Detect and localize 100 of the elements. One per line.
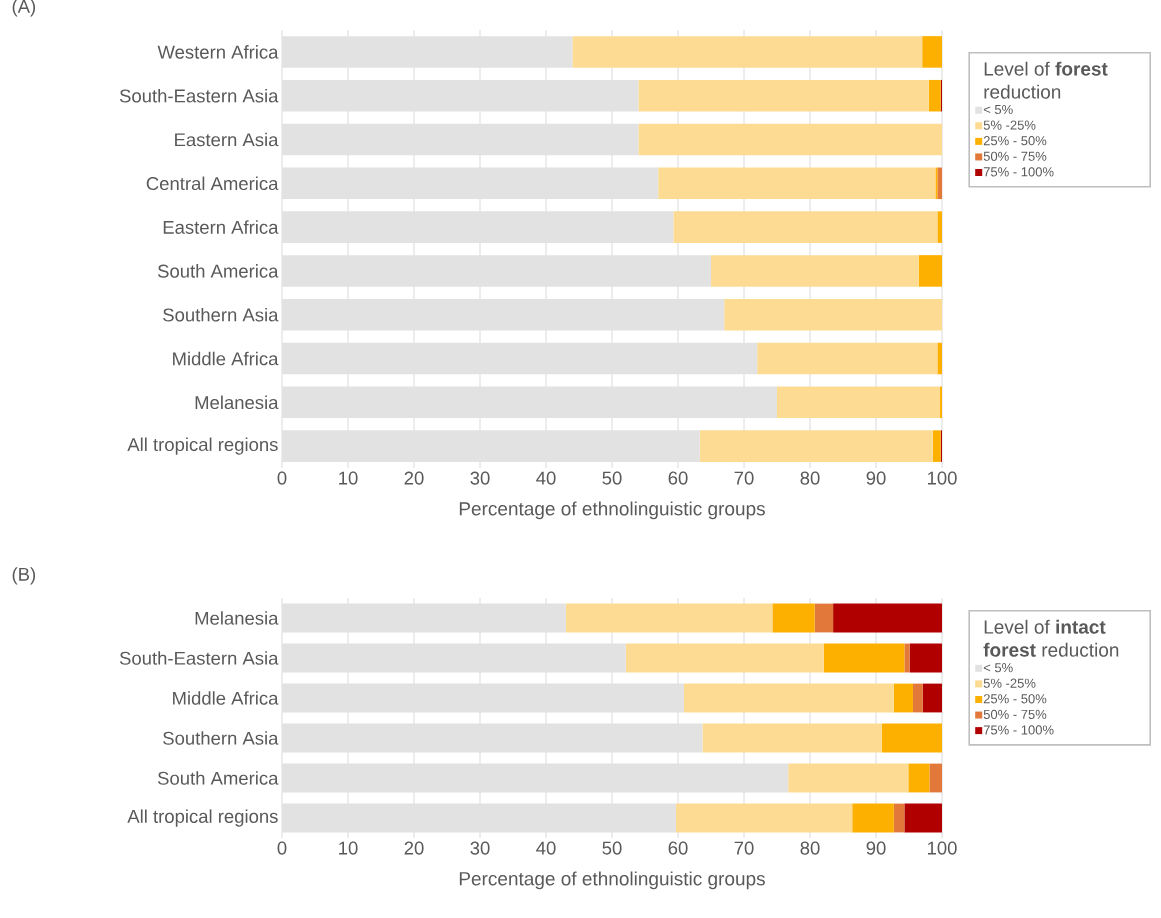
x-tick-label: 70 — [734, 471, 754, 485]
x-tick-label: 90 — [866, 841, 886, 855]
bar — [572, 36, 923, 68]
y-tick-label: Eastern Asia — [175, 132, 279, 147]
x-tick-label: 90 — [866, 471, 886, 485]
y-tick-label: South-Eastern Asia — [119, 651, 279, 665]
bar — [932, 430, 941, 462]
bar — [912, 683, 923, 713]
bar — [833, 603, 943, 633]
bar — [638, 123, 943, 156]
y-tick-label: All tropical regions — [127, 437, 278, 455]
bar — [282, 683, 684, 713]
x-tick-label: 30 — [470, 471, 490, 485]
legend-label: 75% - 100% — [983, 167, 1054, 177]
x-tick-label: 50 — [602, 471, 622, 485]
x-tick-label: 20 — [404, 841, 424, 855]
y-tick-label: Middle Africa — [173, 691, 279, 705]
y-tick-label: Southern Asia — [163, 731, 279, 745]
bar — [937, 211, 943, 243]
bar — [904, 803, 943, 833]
bar — [282, 430, 700, 462]
y-tick-label: Middle Africa — [173, 351, 279, 366]
x-tick-label: 10 — [339, 841, 358, 855]
bar — [638, 79, 929, 112]
bar — [788, 763, 909, 793]
x-tick-label: 70 — [734, 841, 754, 855]
legend-label: 25% - 50% — [983, 694, 1047, 704]
bar — [881, 723, 943, 753]
legend-label: 25% - 50% — [983, 136, 1047, 146]
y-tick-label: Melanesia — [195, 611, 279, 625]
bar — [909, 643, 943, 673]
y-tick-label: South-Eastern Asia — [119, 88, 279, 103]
bar — [724, 298, 943, 331]
bar — [625, 643, 824, 673]
bar — [928, 79, 941, 112]
bar — [937, 342, 943, 375]
bar — [282, 643, 626, 673]
bar — [282, 167, 659, 200]
legend-label: 5% -25% — [983, 678, 1036, 688]
text: (A) — [12, 0, 36, 17]
bar — [711, 255, 919, 287]
bar — [922, 36, 943, 68]
bar — [904, 643, 910, 673]
bar — [683, 683, 894, 713]
x-tick-label: 80 — [800, 471, 820, 485]
legend-label: < 5% — [983, 104, 1013, 115]
bar — [757, 342, 938, 375]
x-tick-label: 20 — [404, 471, 424, 485]
bar — [282, 298, 725, 331]
legend-label: < 5% — [983, 663, 1013, 673]
bar — [282, 803, 677, 833]
bar — [282, 255, 712, 287]
y-tick-label: South America — [157, 771, 279, 785]
text: (B) — [12, 567, 36, 585]
x-tick-label: 100 — [927, 841, 957, 855]
bar — [777, 386, 941, 419]
bar — [282, 386, 778, 419]
bar — [922, 683, 943, 713]
bar — [282, 342, 758, 375]
bar — [893, 683, 913, 713]
legend-label: 50% - 75% — [983, 151, 1047, 161]
x-axis-title: Percentage of ethnolinguistic groups — [459, 501, 765, 520]
x-tick-label: 10 — [339, 471, 358, 485]
bar — [676, 803, 853, 833]
bar — [918, 255, 943, 287]
bar — [852, 803, 894, 833]
x-tick-label: 30 — [470, 841, 490, 855]
y-tick-label: South America — [157, 264, 279, 278]
x-tick-label: 40 — [536, 471, 556, 485]
x-tick-label: 60 — [668, 471, 688, 485]
bar — [282, 211, 674, 243]
bar — [937, 167, 943, 200]
bar — [814, 603, 834, 633]
x-tick-label: 0 — [277, 841, 287, 855]
legend-label: 75% - 100% — [983, 725, 1054, 735]
x-tick-label: 100 — [927, 471, 957, 485]
y-tick-label: Melanesia — [195, 395, 279, 410]
bar — [772, 603, 815, 633]
bar — [908, 763, 930, 793]
bar — [282, 123, 639, 156]
bar — [929, 763, 943, 793]
bar — [282, 723, 703, 753]
legend-label: 50% - 75% — [983, 709, 1047, 719]
bar — [282, 79, 639, 112]
y-tick-label: Western Africa — [157, 45, 279, 59]
x-tick-label: 0 — [277, 471, 287, 485]
bar — [658, 167, 936, 200]
x-tick-label: 60 — [668, 841, 688, 855]
x-axis-title: Percentage of ethnolinguistic groups — [459, 871, 765, 890]
y-tick-label: Central America — [146, 176, 279, 191]
y-tick-label: Southern Asia — [163, 307, 279, 322]
bar — [702, 723, 882, 753]
bar — [699, 430, 933, 462]
bar — [673, 211, 938, 243]
y-tick-label: Eastern Africa — [163, 220, 279, 234]
bar — [565, 603, 773, 633]
x-tick-label: 40 — [536, 841, 556, 855]
bar — [893, 803, 905, 833]
bar — [282, 763, 789, 793]
x-tick-label: 50 — [602, 841, 622, 855]
